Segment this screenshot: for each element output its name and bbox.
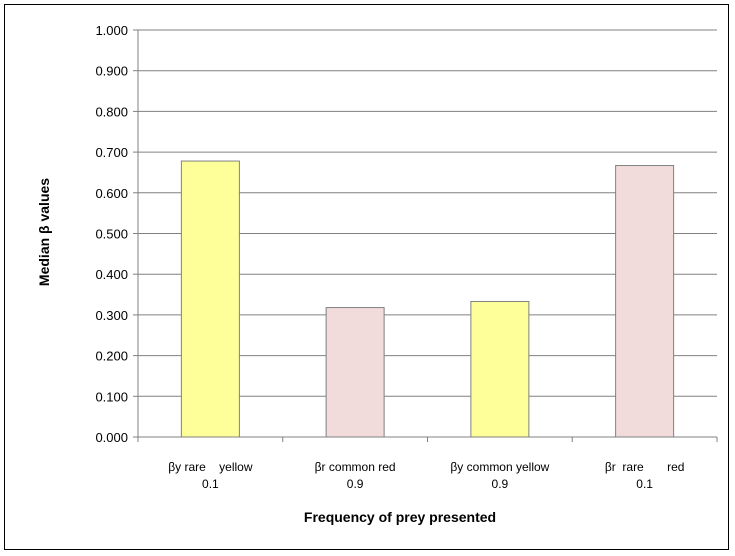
y-tick-label: 0.700 [95,145,128,160]
x-tick-label-value: 0.1 [202,477,219,491]
x-tick-label: βr common red [315,460,396,474]
y-tick-labels: 0.000 0.100 0.200 0.300 0.400 0.500 0.600 0.700… [95,23,138,445]
chart-frame [4,4,729,550]
x-tick-label-value: 0.9 [492,477,509,491]
y-tick-label: 0.100 [95,389,128,404]
x-tick-labels: βy rare yellow 0.1 βr common red 0.9 βy comm… [168,460,684,491]
bar [325,307,385,438]
y-tick-label: 0.800 [95,104,128,119]
y-tick-label: 0.600 [95,186,128,201]
y-tick-label: 0.900 [95,64,128,79]
y-tick-label: 1.000 [95,23,128,38]
bars [180,160,675,438]
y-tick-label: 0.500 [95,227,128,242]
x-tick-label: βr rare red [605,460,685,474]
x-tick-label-value: 0.9 [347,477,364,491]
x-axis [137,436,718,442]
y-tick-label: 0.400 [95,267,128,282]
x-axis-title: Frequency of prey presented [304,509,496,525]
x-tick-label: βy common yellow [450,460,549,474]
y-tick-label: 0.000 [95,430,128,445]
x-tick-label: βy rare yellow [168,460,253,474]
x-tick-label-value: 0.1 [636,477,653,491]
y-axis-title: Median β values [36,178,52,286]
y-tick-label: 0.300 [95,308,128,323]
bar [615,165,675,438]
bar [180,160,240,438]
y-tick-label: 0.200 [95,349,128,364]
bar [470,300,530,438]
